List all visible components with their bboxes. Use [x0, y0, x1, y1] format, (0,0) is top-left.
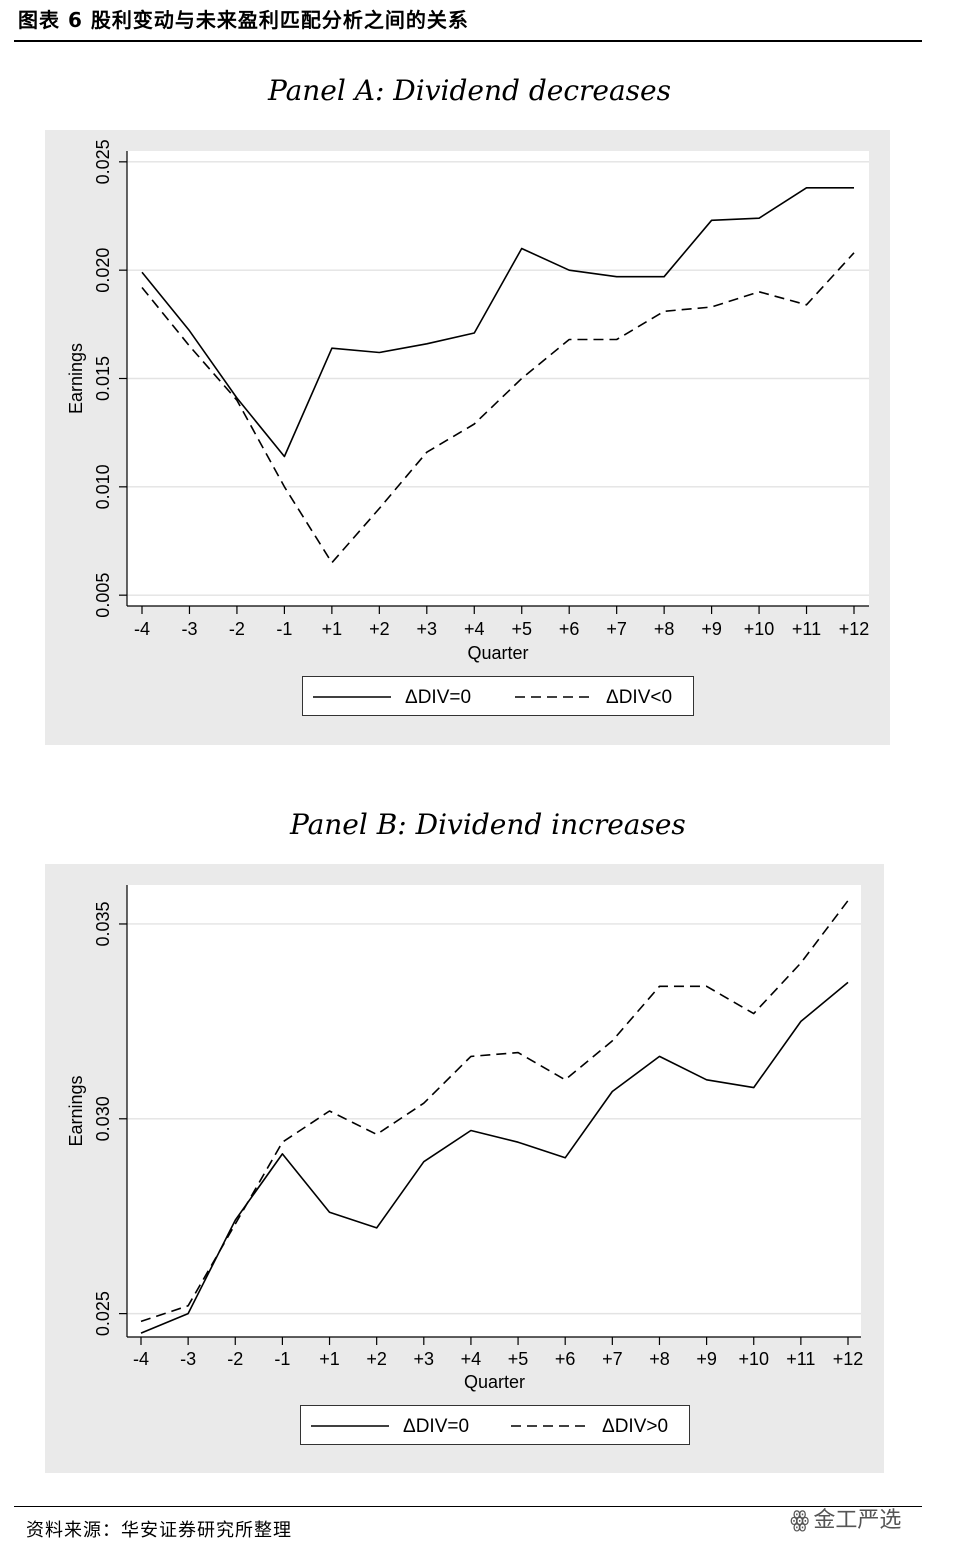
- panel-a-ytick-label: 0.025: [93, 139, 113, 184]
- panel-b-xtick-label: +11: [786, 1349, 815, 1369]
- panel-b-xtick-label: +10: [738, 1349, 769, 1369]
- panel-b-xtick-label: +3: [414, 1349, 435, 1369]
- panel-b-plot-area: [127, 885, 861, 1337]
- panel-a-xtick-label: +1: [322, 619, 343, 639]
- bottom-divider: [14, 1506, 922, 1507]
- legend-b-solid-label: ΔDIV=0: [403, 1416, 470, 1437]
- panel-a-xtick-label: +10: [744, 619, 775, 639]
- panel-a-chart: 0.005 0.010 0.015 0.020 0.025 -4 -3 -2 -1 +1 +2 +3 +…: [66, 139, 870, 663]
- panel-b-xtick-label: -4: [133, 1349, 149, 1369]
- panel-b-xtick-label: +7: [602, 1349, 623, 1369]
- panel-a-title: Panel A: Dividend decreases: [268, 74, 671, 107]
- panel-a-legend: ΔDIV=0 ΔDIV<0: [302, 676, 694, 716]
- panel-a-ytick-label: 0.020: [93, 248, 113, 293]
- panel-b-xtick-label: -1: [274, 1349, 290, 1369]
- top-divider: [14, 40, 922, 42]
- panel-b-box: 0.025 0.030 0.035 -4 -3 -2 -1 +1 +2 +3 +4 +5 +6 +7 +8 +…: [45, 864, 884, 1473]
- panel-a-ytick-label: 0.015: [93, 356, 113, 401]
- panel-b-xtick-label: +9: [696, 1349, 717, 1369]
- panel-b-chart: 0.025 0.030 0.035 -4 -3 -2 -1 +1 +2 +3 +4 +5 +6 +7 +8 +…: [66, 885, 864, 1392]
- panel-b-xtick-label: -3: [180, 1349, 196, 1369]
- panel-a-x-title: Quarter: [467, 643, 528, 663]
- legend-a-dashed-label: ΔDIV<0: [606, 687, 673, 708]
- panel-b-y-title: Earnings: [66, 1075, 86, 1146]
- panel-a-xtick-label: +7: [606, 619, 627, 639]
- panel-b-xtick-label: +8: [649, 1349, 670, 1369]
- panel-a-xtick-label: +9: [701, 619, 722, 639]
- panel-a-ytick-label: 0.010: [93, 464, 113, 509]
- panel-a-xtick-label: +3: [417, 619, 438, 639]
- panel-b-xtick-label: +12: [833, 1349, 864, 1369]
- panel-a-series-solid-line: [141, 186, 854, 458]
- panel-b-xtick-label: +6: [555, 1349, 576, 1369]
- panel-a-series-dashed-line: [141, 252, 855, 564]
- panel-b-ytick-label: 0.030: [93, 1096, 113, 1141]
- panel-a-xtick-label: -1: [276, 619, 292, 639]
- panel-b-ytick-label: 0.035: [93, 901, 113, 946]
- wechat-icon: ꙮ: [790, 1508, 810, 1533]
- panel-a-y-title: Earnings: [66, 343, 86, 414]
- panel-b-x-title: Quarter: [464, 1372, 525, 1392]
- panel-b-xtick-label: +5: [508, 1349, 529, 1369]
- panel-b-ytick-label: 0.025: [93, 1291, 113, 1336]
- panel-b-xtick-label: +2: [366, 1349, 387, 1369]
- figure-title: 图表 6 股利变动与未来盈利匹配分析之间的关系: [18, 8, 469, 32]
- panel-a-xtick-label: +8: [654, 619, 675, 639]
- watermark-text: 金工严选: [813, 1508, 902, 1533]
- panel-b-legend: ΔDIV=0 ΔDIV>0: [300, 1405, 690, 1445]
- panel-a-xtick-label: +11: [792, 619, 821, 639]
- panel-b-title: Panel B: Dividend increases: [290, 808, 686, 841]
- panel-a-xtick-label: +4: [464, 619, 485, 639]
- panel-b-xtick-label: +1: [319, 1349, 340, 1369]
- source-note: 资料来源：华安证券研究所整理: [26, 1520, 292, 1541]
- panel-a-xtick-label: +6: [559, 619, 580, 639]
- panel-a-xtick-label: -2: [229, 619, 245, 639]
- panel-a-box: 0.005 0.010 0.015 0.020 0.025 -4 -3 -2 -1 +1 +2 +3 +…: [45, 130, 890, 745]
- panel-a-xtick-label: +2: [369, 619, 390, 639]
- panel-a-xtick-label: -4: [134, 619, 150, 639]
- panel-a-xtick-label: +5: [511, 619, 532, 639]
- panel-b-xtick-label: -2: [227, 1349, 243, 1369]
- panel-a-xtick-label: -3: [181, 619, 197, 639]
- legend-b-dashed-label: ΔDIV>0: [602, 1416, 669, 1437]
- panel-a-ytick-label: 0.005: [93, 573, 113, 618]
- panel-b-xtick-label: +4: [461, 1349, 482, 1369]
- panel-a-xtick-label: +12: [839, 619, 870, 639]
- legend-a-solid-label: ΔDIV=0: [405, 687, 472, 708]
- watermark: ꙮ 金工严选: [790, 1502, 901, 1534]
- panel-b-series-solid-line: [140, 981, 849, 1334]
